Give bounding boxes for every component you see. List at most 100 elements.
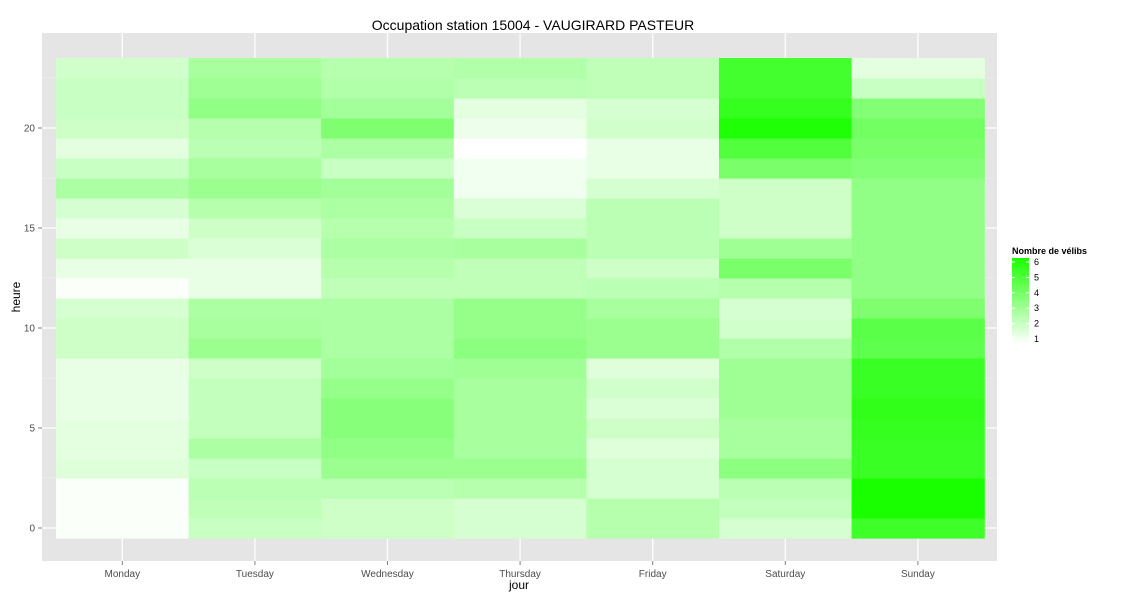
heatmap-cell bbox=[188, 298, 322, 319]
heatmap-cell bbox=[188, 238, 322, 259]
heatmap-cell bbox=[56, 518, 190, 539]
heatmap-cell bbox=[851, 178, 985, 199]
heatmap-cell bbox=[188, 498, 322, 519]
y-axis-ticks: 0 5 10 15 20 bbox=[24, 124, 42, 535]
heatmap-cell bbox=[321, 418, 455, 439]
heatmap-cell bbox=[188, 138, 322, 159]
heatmap-cell bbox=[321, 318, 455, 339]
heatmap-cell bbox=[56, 138, 190, 159]
heatmap-cell bbox=[851, 358, 985, 379]
heatmap-cell bbox=[188, 378, 322, 399]
heatmap-cell bbox=[851, 258, 985, 279]
heatmap-cell bbox=[453, 378, 587, 399]
heatmap-cell bbox=[719, 178, 853, 199]
heatmap-cell bbox=[321, 478, 455, 499]
heatmap-cell bbox=[453, 258, 587, 279]
heatmap-cell bbox=[719, 458, 853, 479]
heatmap-cell bbox=[321, 98, 455, 119]
heatmap-cell bbox=[586, 458, 720, 479]
legend-tick-label: 2 bbox=[1034, 319, 1039, 329]
heatmap-cell bbox=[851, 198, 985, 219]
x-tick-label: Saturday bbox=[765, 569, 805, 580]
heatmap-cell bbox=[719, 438, 853, 459]
heatmap-cell bbox=[586, 398, 720, 419]
heatmap-cell bbox=[851, 478, 985, 499]
legend-colorbar bbox=[1012, 258, 1029, 344]
heatmap-cell bbox=[453, 358, 587, 379]
heatmap-cell bbox=[321, 158, 455, 179]
heatmap-cell bbox=[851, 398, 985, 419]
heatmap-cell bbox=[56, 298, 190, 319]
heatmap-cell bbox=[453, 138, 587, 159]
heatmap-cell bbox=[188, 458, 322, 479]
heatmap-cell bbox=[586, 378, 720, 399]
heatmap-cell bbox=[719, 318, 853, 339]
heatmap-cell bbox=[719, 418, 853, 439]
heatmap-cell bbox=[453, 338, 587, 359]
heatmap-cell bbox=[453, 418, 587, 439]
heatmap-cell bbox=[851, 78, 985, 99]
heatmap-cell bbox=[321, 198, 455, 219]
heatmap-cell bbox=[321, 238, 455, 259]
heatmap-cell bbox=[719, 118, 853, 139]
heatmap-cell bbox=[453, 198, 587, 219]
heatmap-cell bbox=[321, 218, 455, 239]
legend-tick-label: 6 bbox=[1034, 257, 1039, 267]
heatmap-cell bbox=[188, 518, 322, 539]
heatmap-cell bbox=[321, 398, 455, 419]
heatmap-cell bbox=[453, 498, 587, 519]
heatmap-cell bbox=[851, 138, 985, 159]
heatmap-cell bbox=[719, 378, 853, 399]
heatmap-cell bbox=[586, 298, 720, 319]
heatmap-cell bbox=[56, 238, 190, 259]
legend-tick-label: 4 bbox=[1034, 288, 1039, 298]
heatmap-cell bbox=[188, 98, 322, 119]
heatmap-cell bbox=[188, 218, 322, 239]
heatmap-cell bbox=[851, 158, 985, 179]
y-tick-label: 0 bbox=[29, 524, 35, 535]
heatmap-cell bbox=[851, 58, 985, 79]
heatmap-cell bbox=[453, 78, 587, 99]
legend-title: Nombre de vélibs bbox=[1012, 246, 1087, 256]
heatmap-cell bbox=[851, 318, 985, 339]
y-tick-label: 10 bbox=[24, 324, 36, 335]
chart-title: Occupation station 15004 - VAUGIRARD PAS… bbox=[372, 17, 694, 33]
heatmap-cell bbox=[586, 518, 720, 539]
x-tick-label: Sunday bbox=[901, 569, 935, 580]
x-tick-label: Friday bbox=[639, 569, 667, 580]
heatmap-cell bbox=[56, 278, 190, 299]
heatmap-cell bbox=[56, 118, 190, 139]
x-tick-label: Monday bbox=[105, 569, 141, 580]
heatmap-cell bbox=[453, 98, 587, 119]
heatmap-cell bbox=[188, 198, 322, 219]
heatmap-cell bbox=[56, 318, 190, 339]
heatmap-cell bbox=[586, 198, 720, 219]
heatmap-cell bbox=[188, 358, 322, 379]
heatmap-cell bbox=[56, 98, 190, 119]
heatmap-cell bbox=[188, 438, 322, 459]
heatmap-cell bbox=[851, 498, 985, 519]
heatmap-cell bbox=[453, 478, 587, 499]
heatmap-cell bbox=[56, 158, 190, 179]
heatmap-cell bbox=[321, 278, 455, 299]
heatmap-cell bbox=[453, 318, 587, 339]
heatmap-cell bbox=[321, 378, 455, 399]
heatmap-cell bbox=[586, 338, 720, 359]
heatmap-cell bbox=[719, 338, 853, 359]
heatmap-cell bbox=[56, 378, 190, 399]
heatmap-cell bbox=[586, 438, 720, 459]
heatmap-cell bbox=[321, 498, 455, 519]
heatmap-cell bbox=[719, 238, 853, 259]
legend-tick-label: 5 bbox=[1034, 272, 1039, 282]
heatmap-cell bbox=[453, 158, 587, 179]
heatmap-cell bbox=[719, 278, 853, 299]
y-tick-label: 20 bbox=[24, 124, 36, 135]
heatmap-cell bbox=[719, 58, 853, 79]
heatmap-cell bbox=[56, 418, 190, 439]
heatmap-cell bbox=[56, 398, 190, 419]
heatmap-cell bbox=[56, 338, 190, 359]
heatmap-cell bbox=[719, 218, 853, 239]
heatmap-cell bbox=[56, 478, 190, 499]
heatmap-cell bbox=[586, 138, 720, 159]
x-axis-ticks: Monday Tuesday Wednesday Thursday Friday Satu… bbox=[105, 561, 935, 580]
